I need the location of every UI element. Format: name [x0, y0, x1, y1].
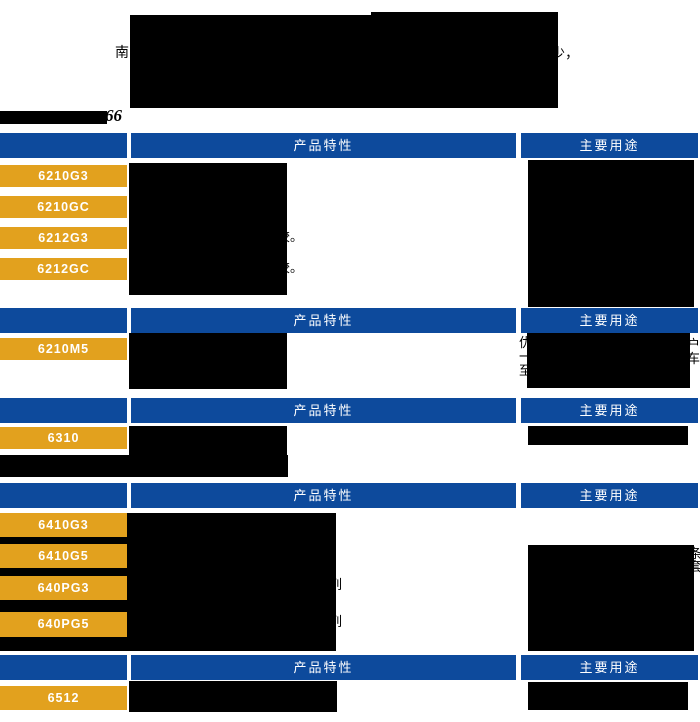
- header-product-features-label: 产品特性: [293, 403, 354, 418]
- intro-visible-suffix: 少，: [551, 45, 579, 61]
- product-cell-6310: 6310: [0, 427, 127, 449]
- product-cell-6410G3: 6410G3: [0, 513, 127, 537]
- product-cell-6512: 6512: [0, 686, 127, 710]
- product-cell-6212GC: 6212GC: [0, 258, 127, 280]
- product-cell-6210G3: 6210G3: [0, 165, 127, 187]
- redaction-block-s4-uses: [528, 545, 694, 651]
- redaction-block-s3-features: [129, 426, 287, 455]
- header-main-uses-label: 主要用途: [579, 313, 640, 328]
- header-product-column: [0, 133, 127, 158]
- text-fragment-uses-right-2: 车: [687, 351, 700, 366]
- redaction-block-s3-lower: [0, 455, 288, 477]
- redaction-block-s2-features: [129, 333, 287, 389]
- intro-visible-prefix: 南: [115, 44, 129, 60]
- product-cell-6210GC: 6210GC: [0, 196, 127, 218]
- header-product-column: [0, 483, 127, 508]
- header-product-features: 产品特性: [131, 483, 516, 508]
- redaction-block-s3-uses: [528, 426, 688, 445]
- product-cell-6212G3: 6212G3: [0, 227, 127, 249]
- product-cell-6210M5: 6210M5: [0, 338, 127, 360]
- redaction-block-s1-uses: [528, 160, 694, 307]
- product-cell-640PG5: 640PG5: [0, 612, 127, 637]
- product-cell-6410G5: 6410G5: [0, 544, 127, 568]
- header-product-features: 产品特性: [131, 133, 516, 158]
- header-product-features-label: 产品特性: [293, 313, 354, 328]
- header-main-uses-label: 主要用途: [579, 660, 640, 675]
- product-cell-640PG3: 640PG3: [0, 576, 127, 600]
- header-main-uses: 主要用途: [521, 308, 698, 333]
- header-product-features-label: 产品特性: [293, 488, 354, 503]
- redaction-block-heading: [0, 111, 107, 124]
- heading-number: 66: [105, 106, 122, 125]
- header-product-features-label: 产品特性: [293, 660, 354, 675]
- header-main-uses-label: 主要用途: [579, 403, 640, 418]
- text-fragment-uses-right-1: 户: [687, 337, 700, 352]
- header-main-uses: 主要用途: [521, 655, 698, 680]
- redaction-block-s5-features: [129, 681, 337, 712]
- header-product-features: 产品特性: [131, 308, 516, 333]
- header-product-features: 产品特性: [131, 655, 516, 680]
- header-product-column: [0, 308, 127, 333]
- redaction-block-s5-uses: [528, 682, 688, 710]
- redaction-block-s2-uses: [527, 333, 690, 388]
- header-main-uses: 主要用途: [521, 398, 698, 423]
- header-main-uses-label: 主要用途: [579, 488, 640, 503]
- text-fragment-uses-right-3: 条: [689, 546, 700, 561]
- redaction-block-intro-step: [371, 12, 558, 16]
- header-product-features: 产品特性: [131, 398, 516, 423]
- header-product-column: [0, 398, 127, 423]
- header-main-uses-label: 主要用途: [579, 138, 640, 153]
- redaction-block-intro: [130, 15, 558, 108]
- redaction-block-s1-features: [129, 163, 287, 295]
- header-main-uses: 主要用途: [521, 133, 698, 158]
- text-fragment-uses-right-4: 套: [689, 559, 700, 574]
- header-main-uses: 主要用途: [521, 483, 698, 508]
- header-product-column: [0, 655, 127, 680]
- header-product-features-label: 产品特性: [293, 138, 354, 153]
